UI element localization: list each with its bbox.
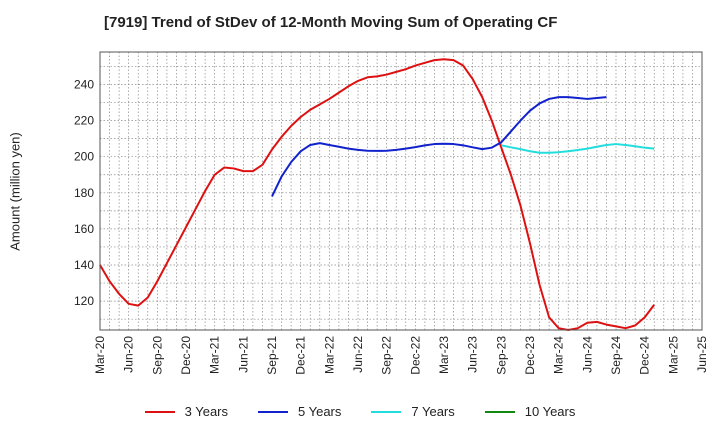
- x-tick-label: Jun-21: [236, 336, 250, 373]
- x-tick-label: Mar-21: [208, 336, 222, 374]
- x-tick-label: Jun-22: [351, 336, 365, 373]
- y-tick-label: 140: [74, 258, 94, 272]
- x-tick-label: Dec-21: [294, 336, 308, 375]
- series-line-5-years: [271, 96, 607, 197]
- y-tick-label: 220: [74, 114, 94, 128]
- legend-item-10-years: 10 Years: [484, 404, 576, 419]
- legend-swatch-3-years: [144, 410, 175, 413]
- legend-label-7-years: 7 Years: [411, 404, 455, 419]
- x-tick-label: Mar-22: [322, 336, 336, 374]
- x-tick-label: Dec-24: [638, 336, 652, 375]
- legend-label-10-years: 10 Years: [524, 404, 576, 419]
- legend-item-5-years: 5 Years: [258, 404, 341, 419]
- legend-swatch-10-years: [484, 410, 515, 413]
- series-line-3-years: [99, 58, 656, 331]
- x-tick-label: Mar-20: [93, 336, 107, 374]
- x-tick-label: Sep-21: [265, 336, 279, 375]
- line-chart: 120 140 160 180 200 220 240 Mar-20 Jun-20 Sep-20 D…: [74, 51, 709, 375]
- x-tick-label: Dec-20: [179, 336, 193, 375]
- axes: 120 140 160 180 200 220 240 Mar-20 Jun-20 Sep-20 D…: [74, 51, 709, 375]
- x-tick-label: Sep-20: [150, 336, 164, 375]
- y-tick-label: 240: [74, 77, 94, 91]
- legend-swatch-7-years: [371, 410, 402, 413]
- x-tick-label: Dec-23: [523, 336, 537, 375]
- grid: [99, 52, 703, 330]
- legend-item-7-years: 7 Years: [371, 404, 455, 419]
- legend-label-3-years: 3 Years: [184, 404, 228, 419]
- y-tick-label: 120: [74, 294, 94, 308]
- x-tick-label: Jun-23: [466, 336, 480, 373]
- x-tick-label: Dec-22: [408, 336, 422, 375]
- x-tick-label: Jun-24: [580, 336, 594, 373]
- legend-label-5-years: 5 Years: [298, 404, 342, 419]
- x-tick-label: Mar-25: [666, 336, 680, 374]
- legend-item-3-years: 3 Years: [144, 404, 228, 419]
- x-tick-label: Jun-20: [122, 336, 136, 373]
- series-line-7-years: [501, 143, 655, 154]
- x-tick-label: Jun-25: [695, 336, 709, 373]
- series-lines: [99, 58, 656, 331]
- x-tick-label: Mar-23: [437, 336, 451, 374]
- legend-swatch-5-years: [258, 410, 288, 413]
- x-tick-label: Mar-24: [552, 336, 566, 374]
- y-tick-label: 180: [74, 186, 94, 200]
- y-tick-label: 160: [74, 222, 94, 236]
- y-tick-label: 200: [74, 150, 94, 164]
- chart-title: [7919] Trend of StDev of 12-Month Moving…: [104, 14, 558, 31]
- x-tick-label: Sep-24: [609, 336, 623, 375]
- plot-frame: [99, 51, 703, 331]
- x-tick-label: Sep-22: [380, 336, 394, 375]
- x-tick-label: Sep-23: [494, 336, 508, 375]
- legend: 3 Years 5 Years 7 Years 10 Years: [0, 404, 720, 419]
